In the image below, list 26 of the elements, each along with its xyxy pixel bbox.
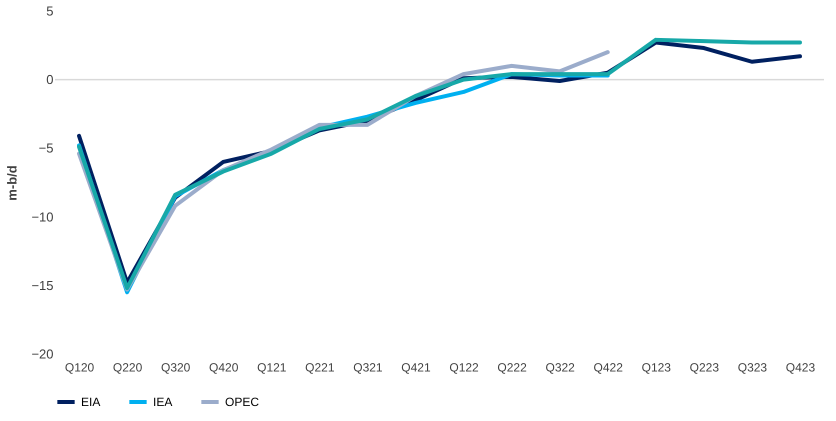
x-tick-label: Q423 — [786, 360, 816, 374]
x-tick-label: Q422 — [594, 360, 624, 374]
x-tick-label: Q123 — [642, 360, 672, 374]
x-tick-label: Q221 — [305, 360, 335, 374]
y-tick-label: −5 — [38, 140, 54, 156]
y-tick-label: −10 — [31, 209, 54, 224]
x-tick-label: Q220 — [112, 360, 143, 374]
y-axis-title: m-b/d — [4, 165, 20, 201]
x-tick-label: Q322 — [545, 360, 576, 374]
x-tick-label: Q421 — [401, 360, 431, 374]
y-tick-label: 0 — [46, 72, 54, 88]
x-tick-label: Q120 — [64, 360, 95, 374]
x-tick-label: Q323 — [738, 360, 768, 374]
legend-label: OPEC — [225, 395, 260, 409]
y-tick-label: −20 — [31, 346, 54, 362]
y-tick-label: 5 — [46, 4, 54, 18]
x-tick-label: Q121 — [257, 360, 287, 374]
x-tick-label: Q320 — [160, 360, 191, 374]
x-tick-label: Q223 — [690, 360, 720, 374]
x-tick-label: Q222 — [497, 360, 528, 374]
legend-label: EIA — [81, 395, 100, 409]
x-tick-label: Q420 — [209, 360, 239, 374]
y-tick-label: −15 — [31, 278, 54, 293]
x-tick-label: Q321 — [353, 360, 383, 374]
x-tick-label: Q122 — [449, 360, 480, 374]
legend-label: IEA — [153, 395, 172, 409]
